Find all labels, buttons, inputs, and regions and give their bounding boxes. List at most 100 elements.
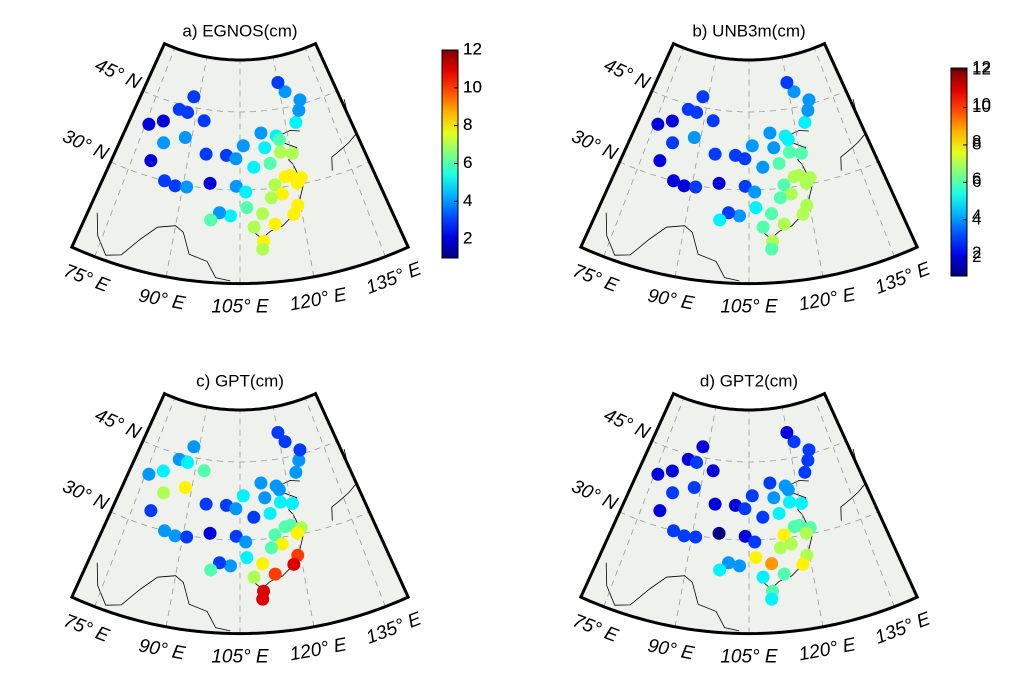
station <box>713 213 727 227</box>
coastline <box>605 562 740 632</box>
colorbar-tick-label: 12 <box>463 39 482 58</box>
station <box>142 467 156 481</box>
station <box>287 557 301 571</box>
station <box>801 453 815 467</box>
station <box>706 114 720 128</box>
station <box>689 530 703 544</box>
lon-label: 75° E <box>570 260 621 296</box>
station <box>144 504 158 518</box>
station <box>187 90 201 104</box>
coastline <box>96 562 231 632</box>
colorbar-tick-label: 2 <box>463 229 472 248</box>
station <box>224 209 238 223</box>
station <box>142 117 156 131</box>
station <box>187 440 201 454</box>
station <box>712 176 726 190</box>
station <box>293 93 307 107</box>
station <box>229 152 243 166</box>
station <box>278 435 292 449</box>
station <box>653 504 667 518</box>
station <box>285 496 299 510</box>
station <box>748 535 762 549</box>
station <box>213 206 227 220</box>
station <box>749 551 763 565</box>
station <box>765 557 779 571</box>
station <box>293 443 307 457</box>
station <box>158 524 172 538</box>
lat-label: 45° N <box>601 405 653 444</box>
station <box>236 489 250 503</box>
station <box>690 455 704 469</box>
station <box>168 529 182 543</box>
colorbar-tick-label: 8 <box>463 115 472 134</box>
station <box>254 476 268 490</box>
lon-label: 90° E <box>646 285 696 314</box>
colorbar-tick-label: 4 <box>463 191 472 210</box>
station <box>158 174 172 188</box>
colorbar-tick-label: 12 <box>972 57 991 76</box>
meridian <box>603 397 685 607</box>
colorbar-tick-label: 10 <box>463 77 482 96</box>
station <box>708 497 722 511</box>
station <box>696 90 710 104</box>
station <box>689 180 703 194</box>
meridian <box>781 406 824 627</box>
station <box>247 570 261 584</box>
meridian <box>272 56 315 277</box>
station <box>784 187 798 201</box>
colorbar-tick-label: 8 <box>463 115 472 134</box>
station <box>273 495 287 509</box>
lon-label: 135° E <box>363 258 424 298</box>
station <box>722 556 736 570</box>
lat-label: 30° N <box>59 126 111 165</box>
station <box>168 179 182 193</box>
colorbar-tick-label: 4 <box>972 206 981 225</box>
station <box>756 160 770 174</box>
lon-label: 105° E <box>720 297 778 318</box>
station <box>780 76 794 90</box>
station <box>157 136 171 150</box>
station <box>787 170 801 184</box>
colorbar-tick-label: 2 <box>972 247 981 266</box>
station <box>772 506 786 520</box>
station <box>178 131 192 145</box>
station <box>665 464 679 478</box>
colorbar-tick-label: 10 <box>972 97 991 116</box>
station <box>756 220 770 234</box>
colorbar-tick-label: 6 <box>972 172 981 191</box>
colorbar-tick-label: 10 <box>972 95 991 114</box>
coastline <box>96 212 231 282</box>
station <box>285 146 299 160</box>
colorbar-tick-label: 2 <box>972 243 981 262</box>
meridian <box>813 47 895 257</box>
meridian <box>813 397 895 607</box>
colorbar-tick-label: 4 <box>463 191 472 210</box>
station <box>794 146 808 160</box>
station <box>787 85 801 99</box>
lat-label: 30° N <box>59 476 111 515</box>
lat-label: 45° N <box>601 55 653 94</box>
station <box>781 483 795 497</box>
lon-label: 105° E <box>211 647 269 668</box>
meridian <box>781 56 824 277</box>
station <box>767 141 781 155</box>
station <box>765 207 779 221</box>
station <box>756 510 770 524</box>
map-frame <box>578 41 920 286</box>
station <box>144 154 158 168</box>
meridian <box>94 47 176 257</box>
station <box>799 526 813 540</box>
meridian <box>603 47 685 257</box>
panel-title: d) GPT2(cm) <box>700 371 798 390</box>
panel-title: c) GPT(cm) <box>196 371 284 390</box>
station <box>765 592 779 606</box>
lon-label: 120° E <box>288 634 348 665</box>
station <box>738 152 752 166</box>
station <box>229 529 243 543</box>
lon-label: 90° E <box>137 635 187 664</box>
station <box>782 495 796 509</box>
station <box>275 187 289 201</box>
station <box>204 213 218 227</box>
station <box>157 486 171 500</box>
